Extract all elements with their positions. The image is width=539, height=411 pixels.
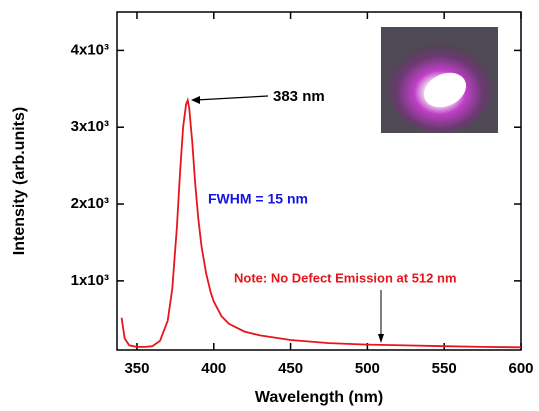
y-tick-label: 1x10³ (71, 272, 109, 289)
spectrum-line (120, 97, 522, 349)
y-tick-label: 2x10³ (71, 195, 109, 212)
x-tick-label: 400 (201, 360, 226, 377)
peak-arrowhead (191, 96, 200, 104)
note-arrowhead (378, 334, 384, 343)
note-label: Note: No Defect Emission at 512 nm (234, 270, 457, 285)
fwhm-label: FWHM = 15 nm (208, 191, 308, 207)
x-tick-label: 450 (278, 360, 303, 377)
x-tick-label: 600 (508, 360, 533, 377)
peak-label: 383 nm (273, 88, 325, 105)
y-axis-label: Intensity (arb.units) (11, 107, 28, 255)
y-tick-label: 3x10³ (71, 118, 109, 135)
y-tick-label: 4x10³ (71, 41, 109, 58)
inset-photo (381, 27, 498, 133)
x-tick-label: 350 (124, 360, 149, 377)
x-axis-label: Wavelength (nm) (255, 389, 383, 406)
x-tick-label: 500 (355, 360, 380, 377)
x-tick-label: 550 (432, 360, 457, 377)
peak-arrow (195, 95, 269, 101)
plot-frame (116, 11, 522, 351)
